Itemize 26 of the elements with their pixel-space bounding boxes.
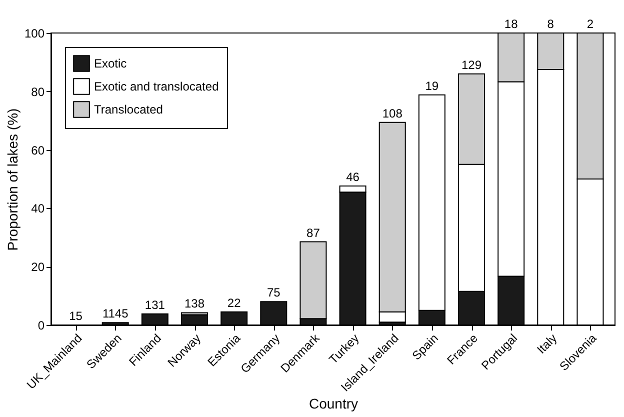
x-axis-title: Country (308, 396, 358, 412)
y-axis-title: Proportion of lakes (%) (4, 108, 20, 251)
annotation: 131 (144, 298, 166, 312)
annotation: 18 (504, 17, 518, 31)
annotation: 75 (266, 286, 281, 300)
annotation: 8 (547, 17, 554, 31)
legend-label: Exotic (94, 56, 127, 70)
y-tick-label: 0 (38, 318, 45, 332)
annotation: 19 (425, 78, 439, 93)
annotation: 138 (184, 296, 205, 311)
annotation: 108 (382, 106, 403, 120)
legend-label: Translocated (94, 102, 163, 116)
y-tick-label: 60 (31, 143, 45, 158)
y-tick-label: 100 (24, 26, 45, 40)
annotation: 22 (227, 296, 242, 310)
y-tick-label: 40 (31, 202, 45, 216)
annotation: 1145 (102, 306, 129, 321)
annotation: 129 (461, 58, 482, 72)
annotation: 46 (346, 170, 360, 184)
y-tick-label: 20 (31, 260, 45, 274)
x-tick-label: Italy (534, 331, 560, 357)
legend-label: Exotic and translocated (94, 80, 219, 94)
annotation: 2 (586, 17, 594, 31)
y-tick-label: 80 (31, 84, 45, 99)
annotation: 15 (69, 309, 83, 323)
annotation: 87 (306, 226, 320, 240)
